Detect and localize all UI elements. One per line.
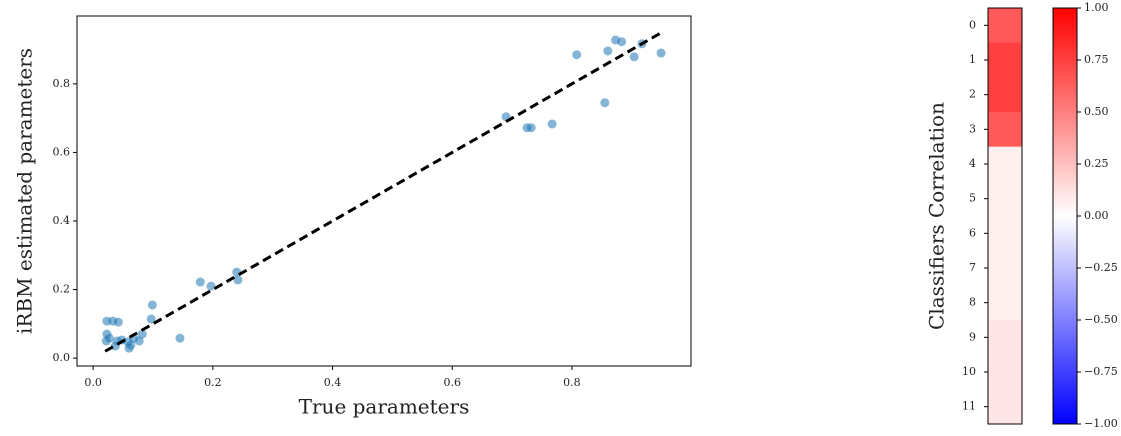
heatmap-cell <box>988 181 1022 217</box>
heatmap-cell <box>988 389 1022 425</box>
colorbar-tick-label: 1.00 <box>1084 1 1109 14</box>
row-label: 8 <box>969 296 976 309</box>
scatter-point <box>147 300 157 310</box>
row-label: 3 <box>969 122 976 135</box>
scatter-point <box>572 50 582 60</box>
heatmap-cell <box>988 216 1022 252</box>
scatter-point <box>656 48 666 58</box>
scatter-point <box>600 98 610 108</box>
y-tick-label: 0.0 <box>53 351 71 364</box>
row-label: 11 <box>962 400 976 413</box>
scatter-point <box>617 37 627 47</box>
scatter-point <box>126 340 136 350</box>
colorbar-tick-label: −0.50 <box>1084 313 1118 326</box>
x-tick-label: 0.8 <box>563 376 581 389</box>
row-label: 6 <box>969 226 976 239</box>
scatter-point <box>134 336 144 346</box>
scatter-point <box>137 329 147 339</box>
y-tick-label: 0.8 <box>53 77 71 90</box>
row-label: 9 <box>969 330 976 343</box>
heatmap-cell <box>988 250 1022 286</box>
row-label: 2 <box>969 88 976 101</box>
row-label: 7 <box>969 261 976 274</box>
heatmap-cell <box>988 320 1022 356</box>
colorbar-tick-label: −0.75 <box>1084 365 1118 378</box>
scatter-point <box>175 333 185 343</box>
heatmap-cell <box>988 354 1022 390</box>
heatmap-y-label: Classifiers Correlation <box>925 102 949 330</box>
row-label: 1 <box>969 53 976 66</box>
row-label: 4 <box>969 157 976 170</box>
heatmap-cell <box>988 42 1022 78</box>
scatter-point <box>206 281 216 291</box>
heatmap-cell <box>988 146 1022 182</box>
row-label: 0 <box>969 18 976 31</box>
scatter-point <box>233 275 243 285</box>
scatter-point <box>146 314 156 324</box>
colorbar-tick-label: −1.00 <box>1084 417 1118 430</box>
plot-area <box>76 15 692 367</box>
colorbar-tick-label: 0.50 <box>1084 105 1109 118</box>
row-label: 5 <box>969 192 976 205</box>
y-axis-label: iRBM estimated parameters <box>13 48 37 334</box>
scatter-point <box>603 46 613 56</box>
y-tick-label: 0.2 <box>53 283 71 296</box>
colorbar-tick-label: 0.75 <box>1084 53 1109 66</box>
colorbar <box>1052 7 1078 425</box>
scatter-point <box>195 277 205 287</box>
colorbar-tick-label: 0.00 <box>1084 209 1109 222</box>
row-label: 10 <box>962 365 976 378</box>
heatmap-cell <box>988 285 1022 321</box>
scatter-point <box>629 52 639 62</box>
colorbar-tick-label: −0.25 <box>1084 261 1118 274</box>
heatmap-cell <box>988 112 1022 148</box>
y-tick-label: 0.6 <box>53 145 71 158</box>
x-axis-label: True parameters <box>299 395 470 419</box>
scatter-point <box>526 123 536 133</box>
heatmap-cell <box>988 8 1022 44</box>
scatter-point <box>101 336 111 346</box>
colorbar-tick-label: 0.25 <box>1084 157 1109 170</box>
fit-line <box>104 31 663 353</box>
x-tick-label: 0.2 <box>204 376 222 389</box>
scatter-point <box>547 119 557 129</box>
scatter-point <box>113 317 123 327</box>
heatmap-frame <box>987 7 1023 425</box>
heatmap-cell <box>988 77 1022 113</box>
x-tick-label: 0.4 <box>324 376 342 389</box>
y-tick-label: 0.4 <box>53 214 71 227</box>
x-tick-label: 0.0 <box>84 376 102 389</box>
x-tick-label: 0.6 <box>443 376 461 389</box>
